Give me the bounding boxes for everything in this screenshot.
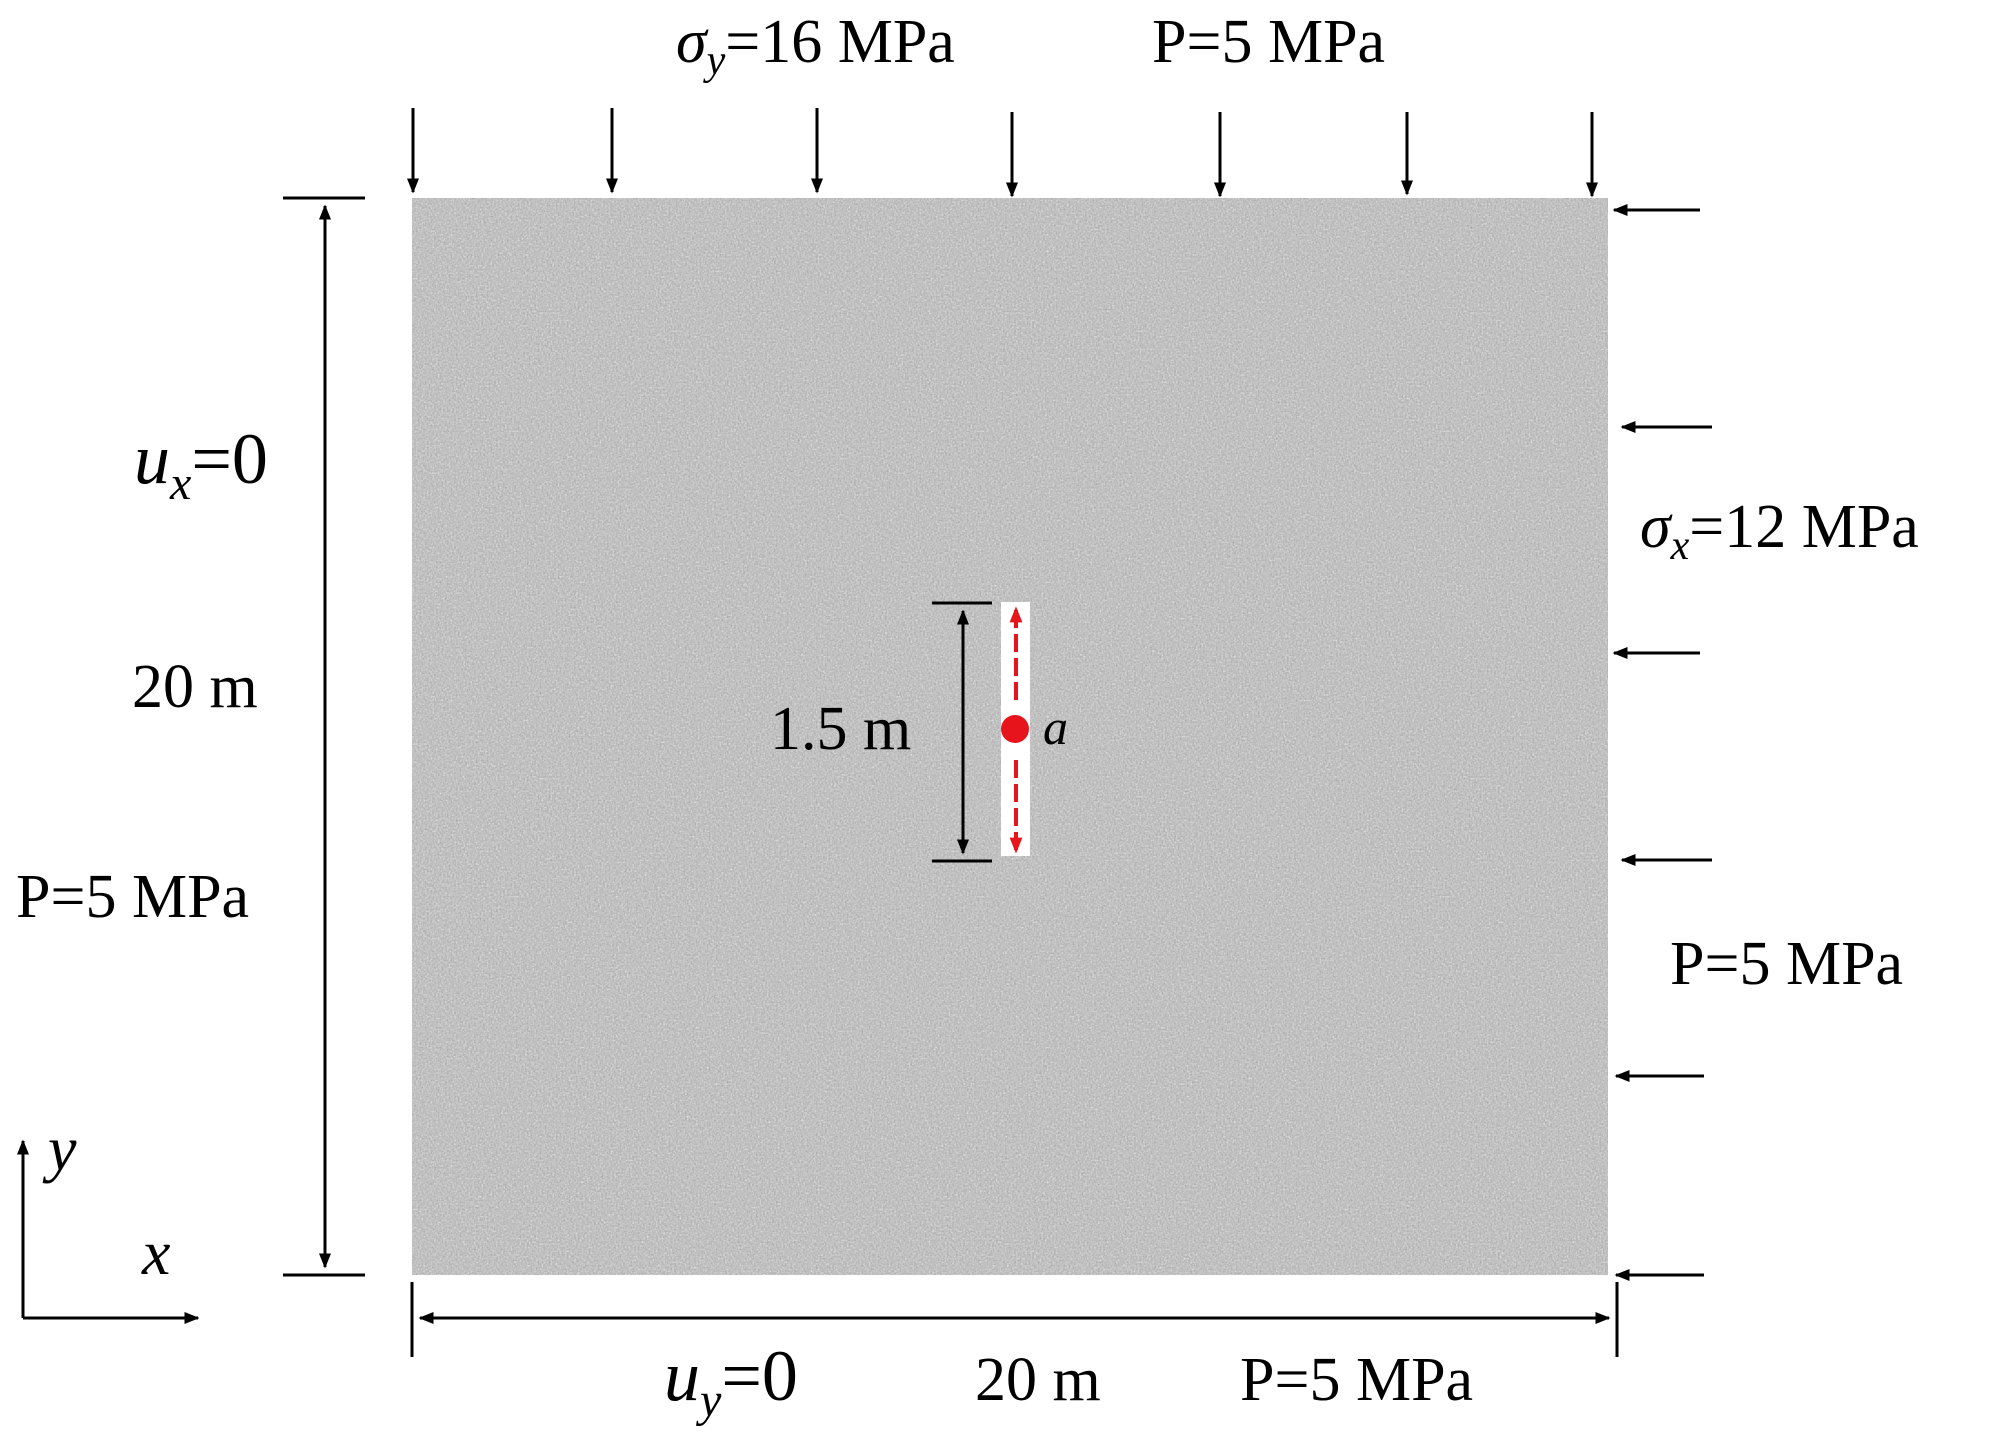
crack: [932, 601, 1030, 863]
left-dimension: [283, 196, 365, 1277]
ux-label: ux=0: [134, 419, 268, 510]
y-axis-label: y: [42, 1113, 77, 1184]
bottom-width-label: 20 m: [975, 1346, 1101, 1414]
sigma-y-label: σy=16 MPa: [676, 8, 955, 84]
bottom-dimension: [410, 1282, 1619, 1357]
left-pressure-label: P=5 MPa: [16, 863, 249, 931]
right-pressure-label: P=5 MPa: [1670, 930, 1903, 998]
bottom-pressure-label: P=5 MPa: [1240, 1346, 1473, 1414]
crack-length-label: 1.5 m: [770, 695, 911, 763]
crack-point-marker: [1001, 715, 1029, 743]
crack-point-label: a: [1043, 699, 1068, 755]
x-axis-label: x: [141, 1217, 170, 1288]
uy-label: uy=0: [664, 1336, 798, 1427]
top-load-arrows: [407, 108, 1598, 198]
top-pressure-label: P=5 MPa: [1152, 8, 1385, 76]
left-height-label: 20 m: [132, 653, 258, 721]
coordinate-axes: [17, 1139, 200, 1324]
right-load-arrows: [1612, 204, 1712, 1281]
sigma-x-label: σx=12 MPa: [1640, 493, 1919, 569]
